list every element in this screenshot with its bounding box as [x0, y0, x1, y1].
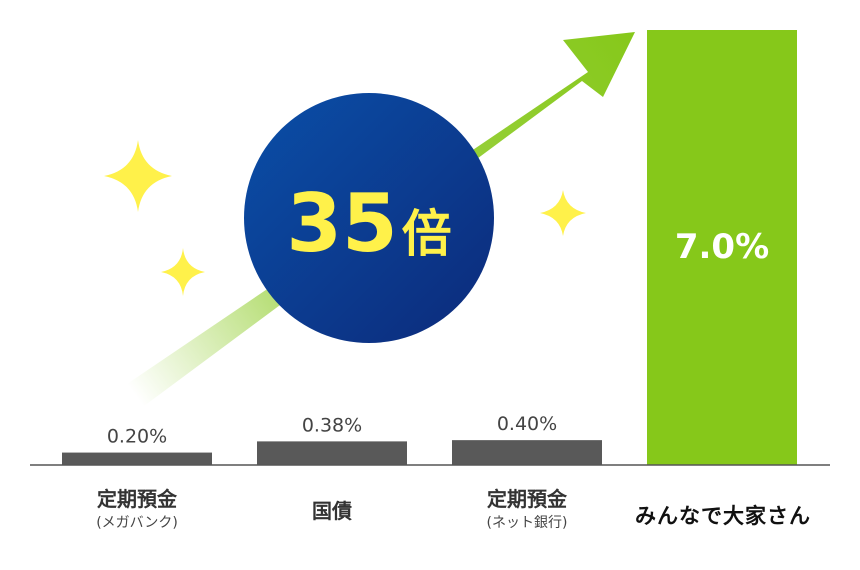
value-label-0: 0.20% — [107, 426, 167, 448]
bar-3 — [647, 30, 797, 465]
category-sub: (メガバンク) — [96, 515, 178, 531]
multiplier-unit: 倍 — [402, 205, 452, 263]
category-main: 国債 — [312, 499, 352, 523]
category-label-1: 国債 — [232, 498, 432, 524]
value-label-1: 0.38% — [302, 414, 362, 436]
bar-0 — [62, 452, 212, 465]
multiplier-number: 35 — [286, 177, 397, 270]
category-label-2: 定期預金 (ネット銀行) — [427, 486, 627, 534]
bar-2 — [452, 440, 602, 465]
category-sub: (ネット銀行) — [486, 515, 568, 531]
category-main: 定期預金 — [97, 487, 177, 511]
multiplier-text: 35倍 — [286, 177, 451, 270]
value-label-3: 7.0% — [675, 227, 769, 267]
sparkle-icon — [540, 190, 586, 236]
category-label-0: 定期預金 (メガバンク) — [37, 486, 237, 534]
value-label-2: 0.40% — [497, 413, 557, 435]
sparkle-icon — [161, 248, 205, 296]
bar-1 — [257, 441, 407, 465]
multiplier-badge — [244, 93, 494, 343]
category-label-3: みんなで大家さん — [635, 504, 811, 528]
category-main: 定期預金 — [487, 487, 567, 511]
sparkle-icon — [104, 140, 172, 212]
